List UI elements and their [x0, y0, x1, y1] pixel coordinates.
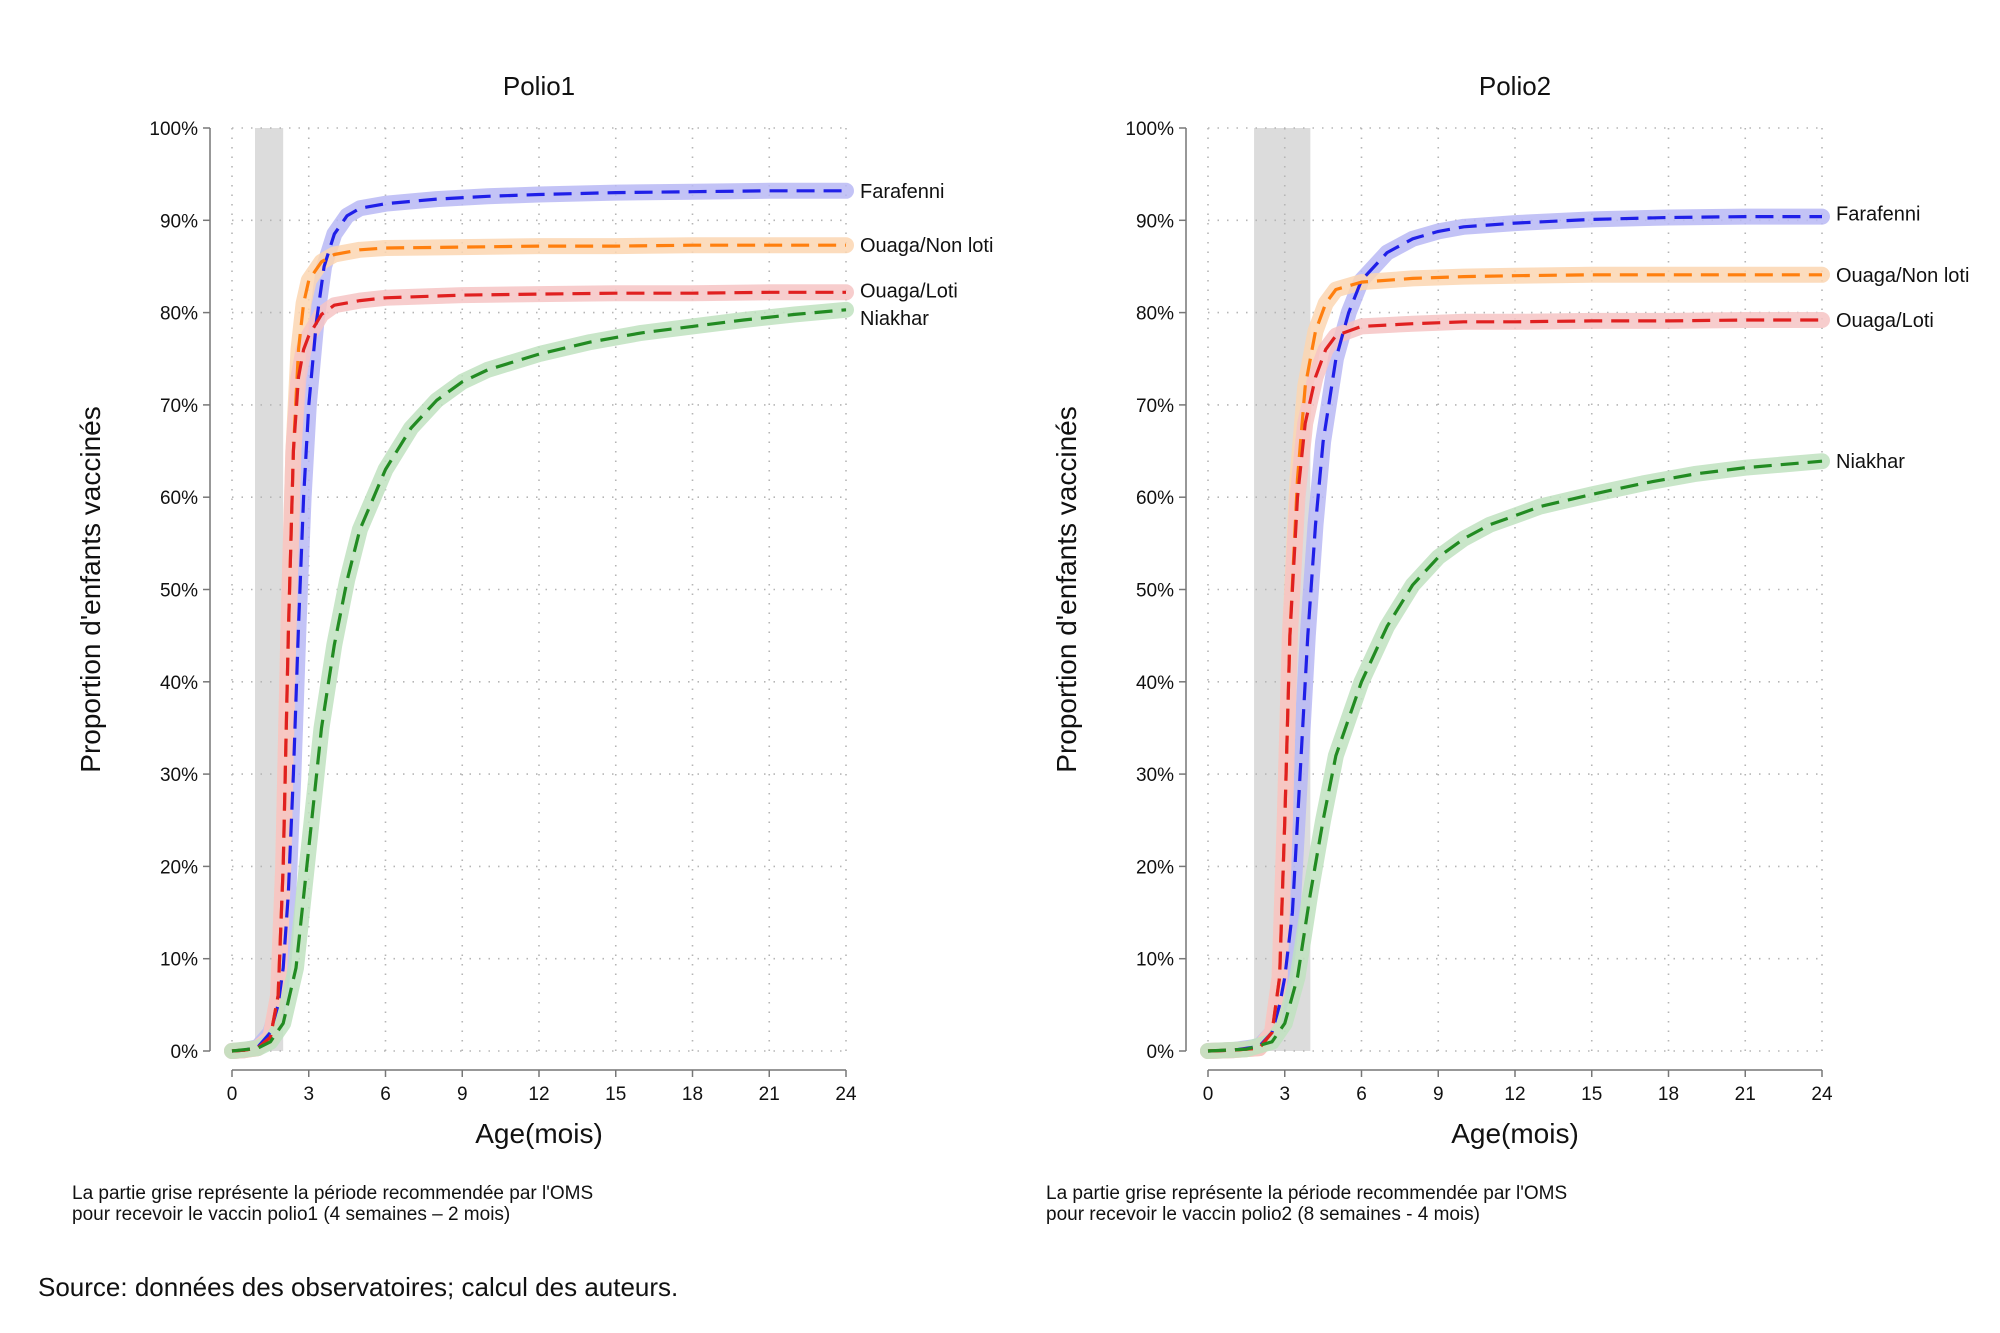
x-tick-label: 15 — [1581, 1084, 1602, 1105]
y-tick-label: 40% — [160, 673, 198, 694]
series-line-ouaga-loti — [1207, 318, 1822, 1053]
x-axis-label: Age(mois) — [475, 1118, 603, 1149]
series-line-ouaga-loti — [231, 290, 846, 1053]
x-tick-label: 3 — [1279, 1084, 1290, 1105]
x-tick-label: 15 — [605, 1084, 626, 1105]
y-tick-label: 0% — [171, 1042, 199, 1063]
y-tick-label: 40% — [1136, 673, 1174, 694]
y-tick-label: 50% — [160, 581, 198, 602]
y-tick-label: 10% — [1136, 950, 1174, 971]
note-line-1: La partie grise représente la période re… — [72, 1183, 594, 1204]
y-tick-label: 20% — [160, 857, 198, 878]
x-tick-label: 12 — [528, 1084, 549, 1105]
chart-note-polio2: La partie grise représente la période re… — [1046, 1183, 1567, 1225]
y-tick-label: 30% — [1136, 765, 1174, 786]
x-tick-label: 0 — [227, 1084, 238, 1105]
series-line-niakhar — [231, 308, 847, 1053]
y-tick-label: 30% — [160, 765, 198, 786]
x-tick-label: 3 — [303, 1084, 314, 1105]
chart-note-polio1: La partie grise représente la période re… — [72, 1183, 593, 1225]
x-tick-label: 0 — [1203, 1084, 1214, 1105]
series-label-niakhar: Niakhar — [1836, 451, 1905, 473]
chart-polio2: Polio2 0% 10% 20% 30% 40% 50% 60% 70% 80% 90% 100% 0… — [1051, 71, 1969, 1149]
series-label-ouaga-loti: Ouaga/Loti — [1836, 310, 1934, 332]
y-tick-label: 60% — [1136, 488, 1174, 509]
y-tick-label: 100% — [149, 119, 198, 140]
x-tick-label: 21 — [759, 1084, 780, 1105]
y-tick-label: 20% — [1136, 857, 1174, 878]
note-line-2: pour recevoir le vaccin polio1 (4 semain… — [72, 1204, 511, 1225]
x-tick-label: 6 — [1356, 1084, 1367, 1105]
y-tick-label: 70% — [1136, 396, 1174, 417]
chart-title: Polio2 — [1479, 71, 1551, 101]
series-label-farafenni: Farafenni — [860, 181, 945, 203]
y-tick-label: 80% — [160, 304, 198, 325]
source-note: Source: données des observatoires; calcu… — [38, 1272, 679, 1302]
x-tick-label: 24 — [835, 1084, 857, 1105]
x-tick-label: 9 — [1433, 1084, 1444, 1105]
x-tick-label: 18 — [682, 1084, 703, 1105]
y-axis-label: Proportion d'enfants vaccinés — [1051, 406, 1082, 772]
series-line-niakhar — [1207, 459, 1823, 1053]
y-tick-label: 100% — [1125, 119, 1174, 140]
series-line-farafenni — [1207, 215, 1822, 1053]
y-tick-label: 0% — [1147, 1042, 1175, 1063]
y-tick-label: 90% — [1136, 211, 1174, 232]
y-tick-label: 10% — [160, 950, 198, 971]
note-line-2: pour recevoir le vaccin polio2 (8 semain… — [1046, 1204, 1481, 1225]
x-tick-label: 21 — [1735, 1084, 1756, 1105]
x-tick-label: 24 — [1811, 1084, 1833, 1105]
chart-polio1: Polio1 0% 10% 20% 30% 40% 50% 60% 70% 80% 90% 100% 0… — [75, 71, 993, 1149]
series-label-ouaga-non-loti: Ouaga/Non loti — [1836, 265, 1969, 287]
series-line-ouaga-non-loti — [1207, 273, 1822, 1053]
chart-title: Polio1 — [503, 71, 575, 101]
y-axis-label: Proportion d'enfants vaccinés — [75, 406, 106, 772]
series-label-niakhar: Niakhar — [860, 308, 929, 330]
x-axis-label: Age(mois) — [1451, 1118, 1579, 1149]
series-label-ouaga-loti: Ouaga/Loti — [860, 280, 958, 302]
note-line-1: La partie grise représente la période re… — [1046, 1183, 1568, 1204]
y-tick-label: 70% — [160, 396, 198, 417]
x-tick-label: 9 — [457, 1084, 468, 1105]
x-tick-label: 6 — [380, 1084, 391, 1105]
x-tick-label: 12 — [1504, 1084, 1525, 1105]
y-tick-label: 90% — [160, 211, 198, 232]
y-tick-label: 80% — [1136, 304, 1174, 325]
series-label-farafenni: Farafenni — [1836, 204, 1921, 226]
x-tick-label: 18 — [1658, 1084, 1679, 1105]
y-tick-label: 50% — [1136, 581, 1174, 602]
series-label-ouaga-non-loti: Ouaga/Non loti — [860, 235, 993, 257]
y-tick-label: 60% — [160, 488, 198, 509]
